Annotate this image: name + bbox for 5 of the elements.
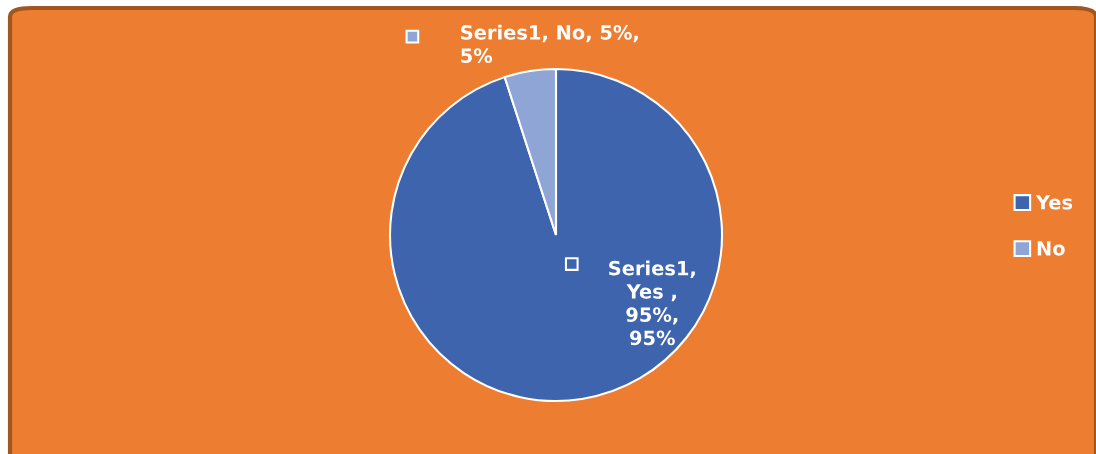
legend-label: Yes — [1035, 195, 1073, 210]
pie-slice — [388, 67, 724, 403]
data-label: Series1, Yes , 95%, 95% — [609, 260, 695, 346]
legend-label: No — [1037, 241, 1065, 256]
data-label: Series1, No, 5%, 5% — [461, 24, 638, 64]
